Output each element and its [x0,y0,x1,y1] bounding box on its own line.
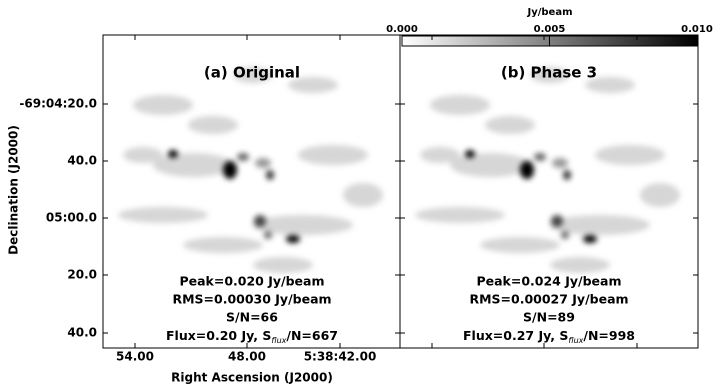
panel-title: (a) Original [204,64,300,82]
flux-prefix: Flux=0.27 Jy, S [463,328,568,343]
panel-stat: S/N=66 [226,310,278,325]
panel-images [118,67,680,273]
flux-subscript: flux [568,336,583,345]
image [415,67,680,273]
y-tick-label: 40.0 [67,154,97,168]
panel-stat: RMS=0.00027 Jy/beam [469,292,628,307]
x-tick-label: 54.00 [116,350,154,364]
image [118,67,383,273]
panel-title: (b) Phase 3 [501,64,597,82]
y-tick-label: 20.0 [67,268,97,282]
colorbar-label: Jy/beam [527,7,573,18]
panel-stat: S/N=89 [523,310,575,325]
x-axis-label: Right Ascension (J2000) [171,371,333,385]
panel-flux: Flux=0.27 Jy, Sflux/N=998 [463,328,635,345]
y-axis-label: Declination (J2000) [7,125,21,255]
flux-suffix: /N=998 [583,328,635,343]
y-tick-label: -69:04:20.0 [19,97,97,111]
x-tick-label: 48.00 [228,350,266,364]
flux-subscript: flux [271,336,286,345]
colorbar-tick-label: 0.010 [681,24,713,35]
colorbar-tick-label: 0.000 [386,24,418,35]
panel-flux: Flux=0.20 Jy, Sflux/N=667 [166,328,338,345]
colorbar-tick-label: 0.005 [534,24,566,35]
panel-stat: Peak=0.020 Jy/beam [179,274,324,289]
panel-stat: Peak=0.024 Jy/beam [476,274,621,289]
y-tick-label: 40.0 [67,326,97,340]
flux-suffix: /N=667 [286,328,338,343]
flux-prefix: Flux=0.20 Jy, S [166,328,271,343]
panel-frame [399,34,699,349]
y-tick-label: 05:00.0 [46,211,97,225]
x-tick-label: 5:38:42.00 [304,350,377,364]
panel-stat: RMS=0.00030 Jy/beam [172,292,331,307]
